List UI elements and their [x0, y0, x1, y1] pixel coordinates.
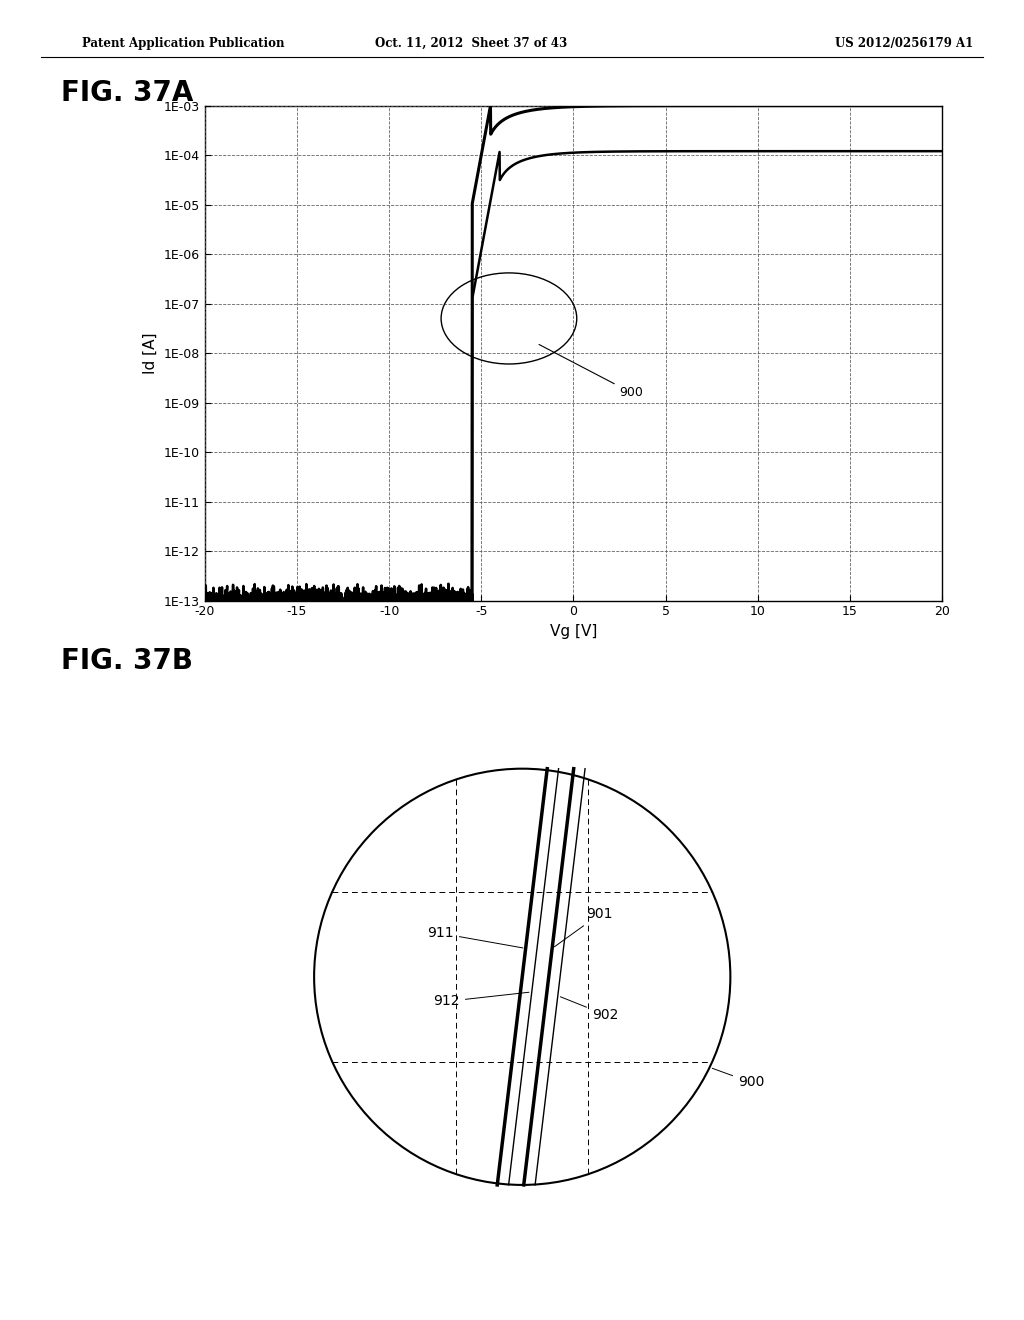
Text: FIG. 37A: FIG. 37A: [61, 79, 194, 107]
Text: Patent Application Publication: Patent Application Publication: [82, 37, 285, 50]
Text: 900: 900: [539, 345, 643, 399]
Text: US 2012/0256179 A1: US 2012/0256179 A1: [835, 37, 973, 50]
Text: 911: 911: [427, 927, 523, 948]
Text: 901: 901: [554, 907, 612, 946]
Text: FIG. 37B: FIG. 37B: [61, 647, 194, 675]
Text: 912: 912: [433, 993, 529, 1008]
Text: 902: 902: [560, 997, 618, 1022]
Text: 900: 900: [713, 1068, 764, 1089]
X-axis label: Vg [V]: Vg [V]: [550, 624, 597, 639]
Text: Oct. 11, 2012  Sheet 37 of 43: Oct. 11, 2012 Sheet 37 of 43: [375, 37, 567, 50]
Y-axis label: Id [A]: Id [A]: [143, 333, 158, 374]
